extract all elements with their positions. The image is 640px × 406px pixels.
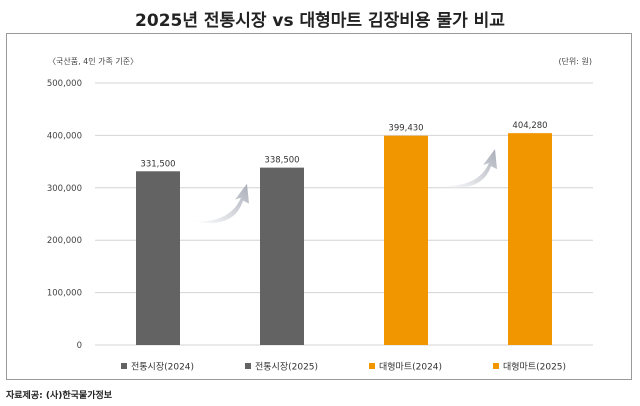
- y-tick-label: 400,000: [47, 131, 82, 141]
- y-tick-label: 300,000: [47, 184, 82, 194]
- data-label: 404,280: [512, 121, 547, 131]
- legend-label: 전통시장(2025): [255, 362, 318, 373]
- legend-swatch: [245, 363, 251, 369]
- chart-subtitle: 〈국산품, 4인 가족 기준〉: [48, 56, 138, 66]
- chart-title: 2025년 전통시장 vs 대형마트 김장비용 물가 비교: [135, 11, 505, 31]
- legend-swatch: [369, 363, 375, 369]
- source-note: 자료제공: (사)한국물가정보: [6, 391, 113, 401]
- legend-label: 대형마트(2024): [379, 362, 442, 373]
- increase-arrow-icon: [441, 149, 497, 188]
- data-label: 399,430: [388, 124, 423, 134]
- y-tick-label: 0: [77, 341, 82, 351]
- y-tick-label: 100,000: [47, 289, 82, 299]
- bar: [260, 167, 304, 345]
- bar: [384, 135, 428, 345]
- data-label: 338,500: [264, 156, 299, 166]
- chart-frame: [6, 33, 632, 380]
- y-tick-label: 500,000: [47, 79, 82, 89]
- bar: [136, 171, 180, 345]
- legend-swatch: [121, 363, 127, 369]
- legend-swatch: [493, 363, 499, 369]
- bar: [508, 133, 552, 345]
- unit-note: (단위: 원): [558, 56, 592, 66]
- y-tick-label: 200,000: [47, 236, 82, 246]
- legend-label: 대형마트(2025): [503, 362, 566, 373]
- increase-arrow-icon: [193, 183, 249, 224]
- data-label: 331,500: [140, 159, 175, 169]
- legend-label: 전통시장(2024): [131, 362, 194, 373]
